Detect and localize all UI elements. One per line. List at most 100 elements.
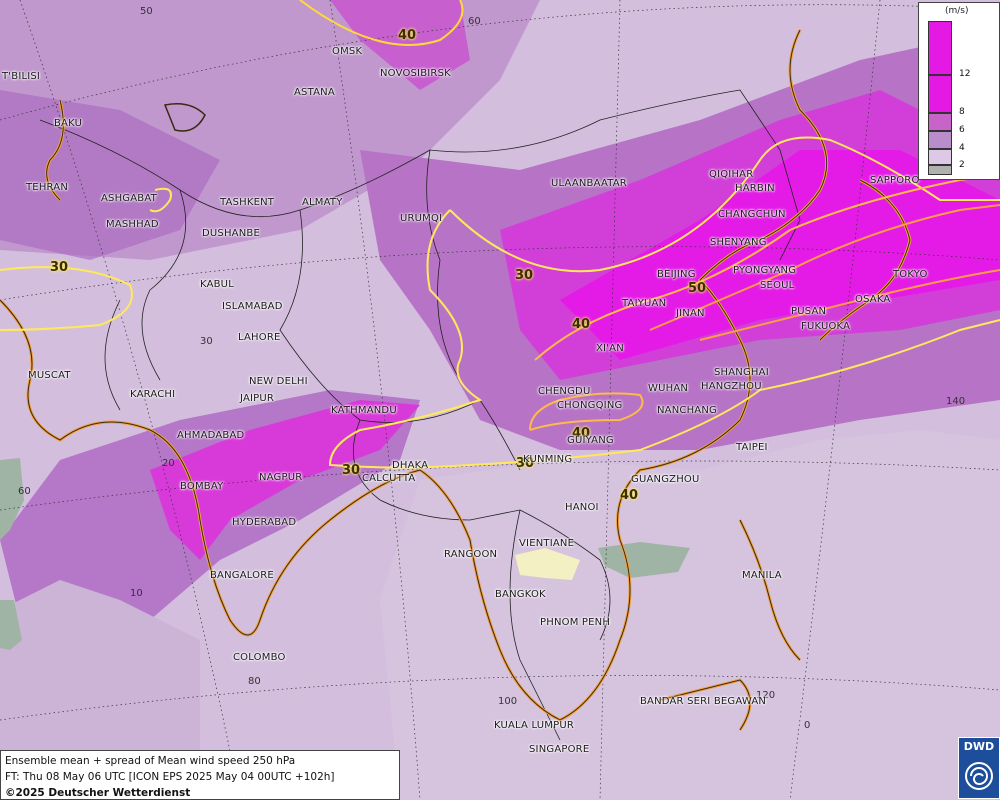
contour-label: 40 xyxy=(620,488,639,503)
city-label: FUKUOKA xyxy=(801,321,851,332)
grid-label: 10 xyxy=(130,588,143,599)
city-label: TOKYO xyxy=(893,269,928,280)
city-label: OSAKA xyxy=(855,294,891,305)
city-label: LAHORE xyxy=(238,332,281,343)
legend-tick: 4 xyxy=(959,143,965,153)
info-box: Ensemble mean + spread of Mean wind spee… xyxy=(0,750,400,800)
city-label: DHAKA xyxy=(392,460,429,471)
city-label: DUSHANBE xyxy=(202,228,260,239)
grid-label: 60 xyxy=(18,486,31,497)
dwd-logo-text: DWD xyxy=(963,740,995,753)
product-title: Ensemble mean + spread of Mean wind spee… xyxy=(5,755,296,767)
city-label: GUIYANG xyxy=(567,435,614,446)
city-label: SINGAPORE xyxy=(529,744,590,755)
contour-label: 30 xyxy=(342,463,361,478)
coastlines xyxy=(0,29,912,731)
isotachs xyxy=(0,0,1000,469)
legend-tick: 6 xyxy=(959,125,965,135)
grid-label: 140 xyxy=(946,396,966,407)
grid-label: 0 xyxy=(804,720,811,731)
city-label: MUSCAT xyxy=(28,370,71,381)
city-label: KUNMING xyxy=(523,454,573,465)
city-label: KARACHI xyxy=(130,389,176,400)
city-label: NEW DELHI xyxy=(249,376,308,387)
city-label: ULAANBAATAR xyxy=(551,178,627,189)
city-label: NOVOSIBIRSK xyxy=(380,68,451,79)
legend-tick: 2 xyxy=(959,160,965,170)
city-label: BANGALORE xyxy=(210,570,274,581)
city-label: HANGZHOU xyxy=(701,381,762,392)
grid-label: 80 xyxy=(248,676,261,687)
city-label: HYDERABAD xyxy=(232,517,297,528)
legend-swatch xyxy=(928,149,952,165)
city-label: CHANGCHUN xyxy=(718,209,786,220)
forecast-time: FT: Thu 08 May 06 UTC [ICON EPS 2025 May… xyxy=(5,771,335,783)
city-label: COLOMBO xyxy=(233,652,286,663)
legend-swatch xyxy=(928,131,952,149)
city-label: TEHRAN xyxy=(26,182,69,193)
city-label: TASHKENT xyxy=(220,197,275,208)
legend-tick: 12 xyxy=(959,69,971,79)
country-borders xyxy=(39,89,801,741)
city-label: NAGPUR xyxy=(259,472,303,483)
grid-label: 100 xyxy=(498,696,518,707)
city-label: MASHHAD xyxy=(106,219,159,230)
contour-label: 40 xyxy=(398,28,417,43)
city-label: HANOI xyxy=(565,502,599,513)
city-label: JINAN xyxy=(676,308,705,319)
contour-label: 40 xyxy=(572,426,591,441)
copyright: ©2025 Deutscher Wetterdienst xyxy=(5,787,191,799)
city-label: URUMQI xyxy=(400,213,443,224)
city-label: BANGKOK xyxy=(495,589,546,600)
city-label: PHNOM PENH xyxy=(540,617,611,628)
city-label: KABUL xyxy=(200,279,234,290)
city-label: SEOUL xyxy=(760,280,795,291)
city-label: TAIYUAN xyxy=(622,298,667,309)
city-label: ALMATY xyxy=(302,197,343,208)
contour-label: 40 xyxy=(572,317,591,332)
grid-label: 50 xyxy=(140,6,153,17)
city-label: MANILA xyxy=(742,570,782,581)
contour-label: 30 xyxy=(50,260,69,275)
city-label: ASTANA xyxy=(294,87,335,98)
city-label: AHMADABAD xyxy=(177,430,245,441)
legend-tick: 8 xyxy=(959,107,965,117)
swirl-icon xyxy=(965,762,993,790)
city-label: SHENYANG xyxy=(710,237,767,248)
grid-label: 20 xyxy=(162,458,175,469)
city-label: ISLAMABAD xyxy=(222,301,283,312)
city-label: VIENTIANE xyxy=(519,538,575,549)
city-label: NANCHANG xyxy=(657,405,717,416)
legend-unit: (m/s) xyxy=(945,6,969,16)
city-label: WUHAN xyxy=(648,383,689,394)
city-label: T'BILISI xyxy=(2,71,41,82)
dwd-logo: DWD xyxy=(958,737,1000,799)
grid-label: 30 xyxy=(200,336,213,347)
legend-swatch xyxy=(928,165,952,175)
city-label: ASHGABAT xyxy=(101,193,157,204)
city-label: BANDAR SERI BEGAWAN xyxy=(640,696,767,707)
city-label: HARBIN xyxy=(735,183,775,194)
city-label: XI'AN xyxy=(596,343,624,354)
city-label: BOMBAY xyxy=(180,481,224,492)
contour-label: 30 xyxy=(516,456,535,471)
contour-label: 50 xyxy=(688,281,707,296)
city-label: GUANGZHOU xyxy=(631,474,700,485)
city-label: RANGOON xyxy=(444,549,498,560)
city-label: BEIJING xyxy=(657,269,696,280)
city-label: TAIPEI xyxy=(736,442,768,453)
city-label: CHENGDU xyxy=(538,386,591,397)
legend-swatch xyxy=(928,75,952,113)
city-label: PUSAN xyxy=(791,306,827,317)
city-label: PYONGYANG xyxy=(733,265,797,276)
city-label: KATHMANDU xyxy=(331,405,397,416)
city-label: KUALA LUMPUR xyxy=(494,720,574,731)
city-label: CALCUTTA xyxy=(362,473,416,484)
city-label: BAKU xyxy=(54,118,83,129)
city-label: CHONGQING xyxy=(557,400,623,411)
city-label: SHANGHAI xyxy=(714,367,769,378)
